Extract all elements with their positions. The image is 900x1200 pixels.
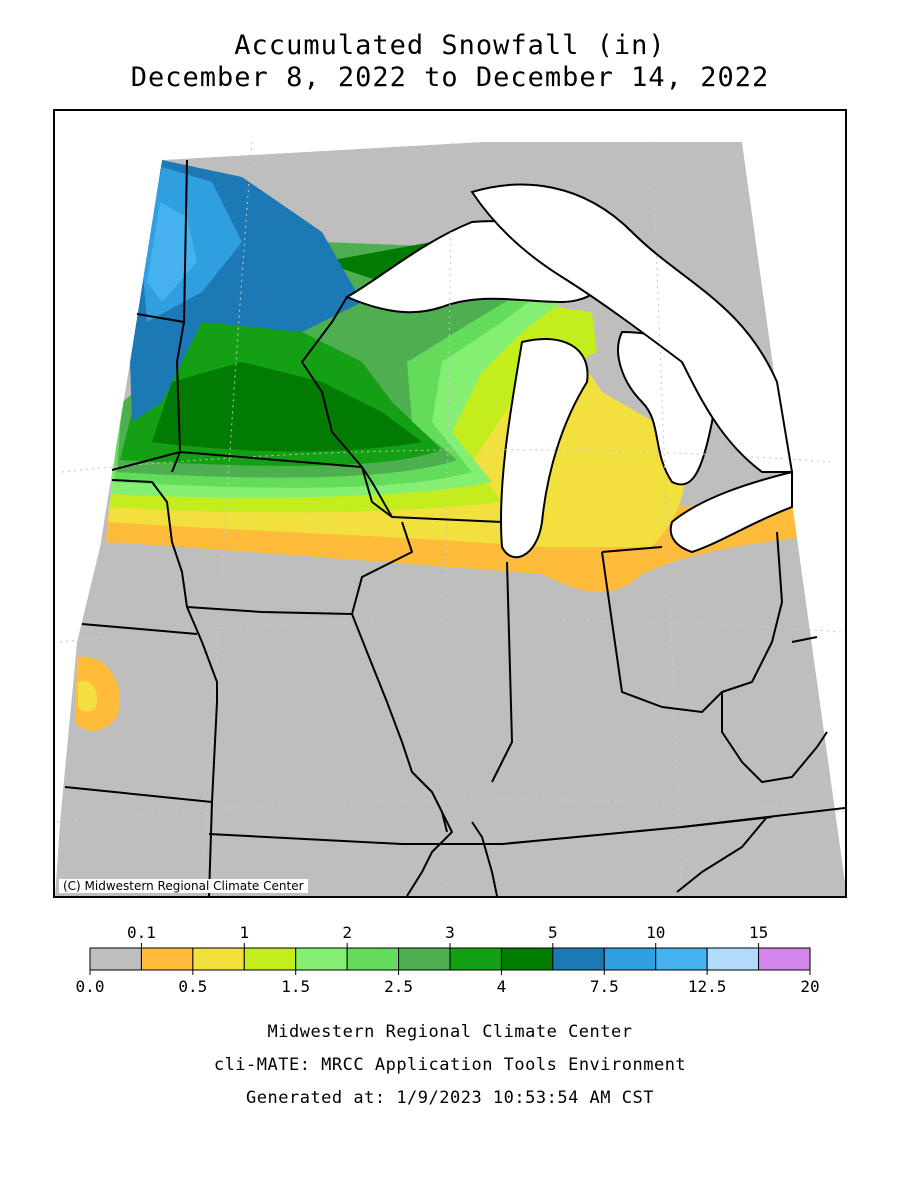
ontario-land bbox=[470, 183, 794, 473]
map-date-range: December 8, 2022 to December 14, 2022 bbox=[130, 62, 770, 93]
snow-band-small-ne bbox=[75, 656, 121, 731]
legend-label-bottom: 20 bbox=[800, 977, 819, 996]
outside-domain-mask bbox=[55, 111, 845, 896]
legend-label-bottom: 0.5 bbox=[178, 977, 207, 996]
footer-generated-time: Generated at: 1/9/2023 10:53:54 AM CST bbox=[246, 1088, 654, 1108]
legend-label-bottom: 1.5 bbox=[281, 977, 310, 996]
footer-organization: Midwestern Regional Climate Center bbox=[267, 1022, 633, 1042]
legend-bar: 0.1 1 2 3 5 10 15 0.0 0.5 1.5 2.5 4 7.5 12.5 20 bbox=[76, 923, 820, 996]
legend-swatch bbox=[758, 947, 811, 971]
legend-swatch bbox=[449, 947, 502, 971]
state-boundaries bbox=[64, 159, 845, 896]
map-title: Accumulated Snowfall (in) bbox=[234, 30, 666, 61]
legend-label-top: 1 bbox=[239, 923, 249, 942]
legend-label-bottom: 4 bbox=[497, 977, 507, 996]
legend-swatch bbox=[655, 947, 708, 971]
legend-swatch bbox=[346, 947, 400, 971]
legend-label-top: 15 bbox=[749, 923, 768, 942]
legend-label-top: 0.1 bbox=[127, 923, 156, 942]
snow-band-small-ne-core bbox=[78, 681, 98, 712]
legend-label-top: 5 bbox=[548, 923, 558, 942]
legend-label-top: 10 bbox=[646, 923, 665, 942]
lake-michigan bbox=[500, 337, 589, 559]
lake-erie bbox=[669, 470, 793, 554]
legend-swatch bbox=[603, 947, 657, 971]
legend-label-bottom: 0.0 bbox=[76, 977, 105, 996]
legend-label-bottom: 7.5 bbox=[590, 977, 619, 996]
legend-label-bottom: 2.5 bbox=[384, 977, 413, 996]
legend-swatch bbox=[295, 947, 348, 971]
legend-swatch bbox=[89, 947, 142, 971]
legend-swatch bbox=[398, 947, 451, 971]
footer-tool-name: cli-MATE: MRCC Application Tools Environ… bbox=[213, 1055, 687, 1075]
legend-swatch bbox=[243, 947, 297, 971]
snowfall-map: (C) Midwestern Regional Climate Center bbox=[53, 109, 847, 898]
graticule bbox=[56, 141, 845, 896]
legend-swatch bbox=[706, 947, 760, 971]
legend-label-top: 2 bbox=[342, 923, 352, 942]
legend-swatch bbox=[140, 947, 194, 971]
copyright-note: (C) Midwestern Regional Climate Center bbox=[59, 879, 308, 893]
color-legend: 0.1 1 2 3 5 10 15 0.0 0.5 1.5 2.5 4 7.5 12.5 20 bbox=[0, 920, 900, 1000]
snow-band-10 bbox=[147, 202, 197, 302]
legend-label-bottom: 12.5 bbox=[688, 977, 727, 996]
legend-swatch bbox=[552, 947, 605, 971]
legend-label-top: 3 bbox=[445, 923, 455, 942]
legend-swatch bbox=[192, 947, 245, 971]
legend-swatch bbox=[500, 947, 554, 971]
snowfall-map-canvas bbox=[55, 111, 845, 896]
